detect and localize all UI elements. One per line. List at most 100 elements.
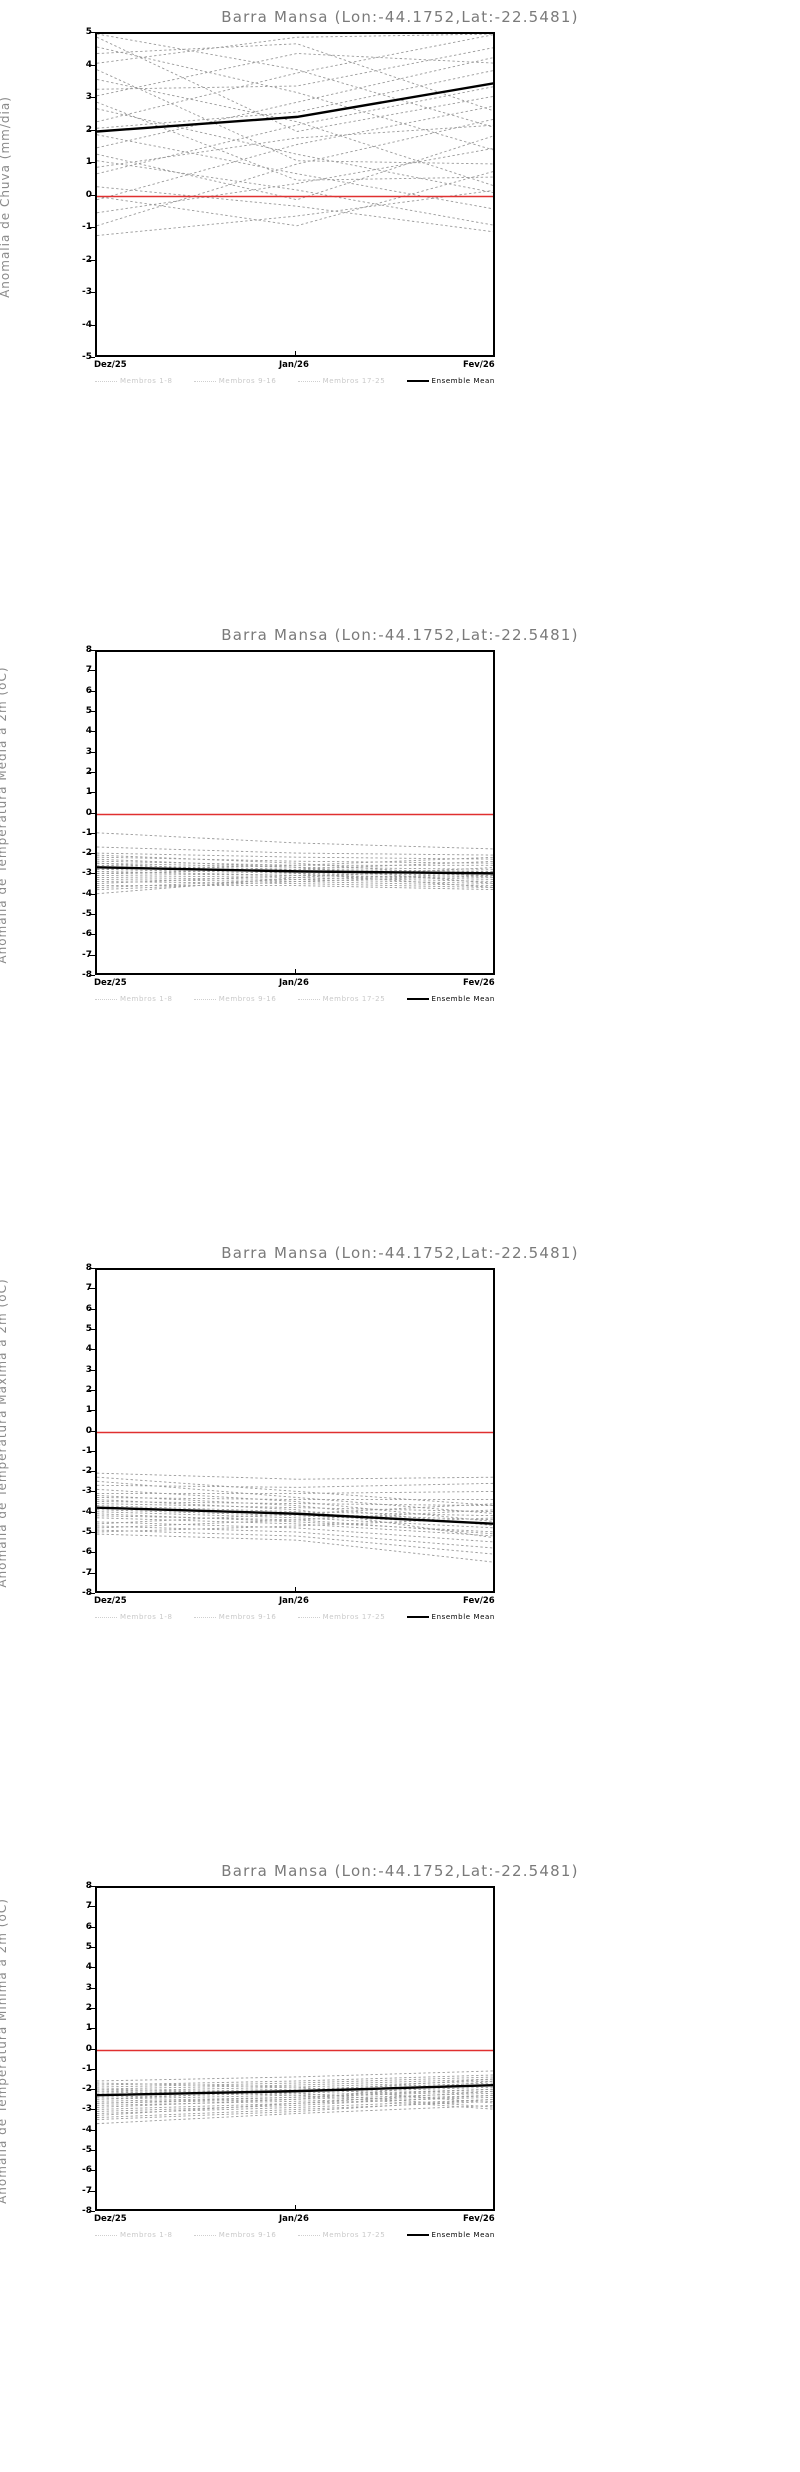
x-tick-mark: [295, 351, 296, 357]
y-tick-label: -4: [82, 888, 92, 899]
y-tick-label: -2: [82, 1466, 92, 1477]
panel-title: Barra Mansa (Lon:-44.1752,Lat:-22.5481): [221, 1862, 579, 1880]
legend-item-membros-9-16[interactable]: Membros 9-16: [193, 1613, 277, 1621]
y-tick-label: 3: [85, 1982, 92, 1993]
member-line: [97, 1476, 493, 1506]
member-line: [97, 1490, 493, 1494]
member-line: [97, 2090, 493, 2102]
legend-item-ensemble-mean[interactable]: Ensemble Mean: [406, 2231, 495, 2239]
y-tick-mark: [89, 97, 95, 98]
y-tick-mark: [89, 1967, 95, 1969]
legend-label: Membros 1-8: [120, 1613, 173, 1621]
y-tick-label: 0: [85, 189, 92, 200]
series-canvas: [97, 34, 493, 236]
chart-panel-1: Barra Mansa (Lon:-44.1752,Lat:-22.5481) A…: [0, 618, 800, 1236]
chart-panel-2: Barra Mansa (Lon:-44.1752,Lat:-22.5481) A…: [0, 1236, 800, 1854]
y-tick-mark: [89, 771, 95, 773]
series-canvas: [97, 1431, 493, 1563]
y-tick-label: 5: [85, 1323, 92, 1334]
legend-item-membros-17-25[interactable]: Membros 17-25: [297, 377, 386, 385]
y-tick-mark: [89, 731, 95, 733]
member-line: [97, 832, 493, 850]
legend-item-membros-1-8[interactable]: Membros 1-8: [95, 995, 173, 1003]
legend-item-membros-1-8[interactable]: Membros 1-8: [95, 1613, 173, 1621]
chart-legend: Membros 1-8 Membros 9-16 Membros 17-25 Ense…: [95, 374, 495, 388]
member-line: [97, 2086, 493, 2098]
y-tick-label: -7: [82, 2185, 92, 2196]
y-tick-mark: [89, 324, 95, 326]
legend-item-membros-1-8[interactable]: Membros 1-8: [95, 377, 173, 385]
y-tick-label: 6: [85, 1303, 92, 1314]
member-line: [97, 2088, 493, 2100]
y-tick-mark: [89, 194, 95, 196]
y-tick-mark: [89, 1369, 95, 1371]
plot-area: [95, 1268, 495, 1593]
legend-label: Membros 9-16: [218, 995, 277, 1003]
dashed-line-swatch: [95, 2234, 117, 2236]
member-line: [97, 1529, 493, 1555]
legend-label: Membros 9-16: [218, 1613, 277, 1621]
member-line: [97, 124, 493, 168]
legend-item-membros-9-16[interactable]: Membros 9-16: [193, 995, 277, 1003]
legend-item-membros-9-16[interactable]: Membros 9-16: [193, 2231, 277, 2239]
y-tick-label: -4: [82, 319, 92, 330]
member-line: [97, 846, 493, 856]
y-tick-label: -5: [82, 1527, 92, 1538]
legend-label: Membros 17-25: [322, 377, 386, 385]
member-line: [97, 1511, 493, 1529]
y-tick-mark: [89, 1593, 95, 1594]
legend-item-membros-9-16[interactable]: Membros 9-16: [193, 377, 277, 385]
y-tick-mark: [89, 2068, 95, 2070]
y-tick-label: -7: [82, 1567, 92, 1578]
y-tick-mark: [89, 2007, 95, 2009]
y-tick-mark: [89, 853, 95, 855]
legend-item-membros-17-25[interactable]: Membros 17-25: [297, 2231, 386, 2239]
x-tick-label: Jan/26: [279, 2214, 309, 2224]
y-tick-label: 0: [85, 2043, 92, 2054]
legend-label: Membros 9-16: [218, 377, 277, 385]
member-line: [97, 852, 493, 860]
member-line: [97, 864, 493, 872]
member-line: [97, 862, 493, 870]
member-line: [97, 874, 493, 882]
y-tick-mark: [89, 1410, 95, 1412]
member-line: [97, 134, 493, 210]
series-canvas: [97, 813, 493, 895]
plot-area: [95, 1886, 495, 2211]
y-tick-label: -3: [82, 287, 92, 297]
ensemble-mean-line: [97, 2083, 493, 2097]
legend-label: Membros 1-8: [120, 377, 173, 385]
y-tick-label: 5: [85, 27, 92, 37]
y-tick-mark: [89, 357, 95, 358]
solid-line-swatch: [406, 1616, 429, 1618]
y-tick-label: 8: [85, 1263, 92, 1273]
y-tick-mark: [89, 2048, 95, 2050]
y-tick-mark: [89, 2089, 95, 2091]
y-tick-mark: [89, 1552, 95, 1554]
legend-item-membros-17-25[interactable]: Membros 17-25: [297, 995, 386, 1003]
legend-item-ensemble-mean[interactable]: Ensemble Mean: [406, 377, 495, 385]
member-line: [97, 171, 493, 227]
member-line: [97, 870, 493, 878]
dashed-line-swatch: [193, 2234, 216, 2236]
legend-item-membros-17-25[interactable]: Membros 17-25: [297, 1613, 386, 1621]
member-line: [97, 2082, 493, 2094]
member-line: [97, 2092, 493, 2104]
member-line: [97, 34, 493, 64]
y-tick-mark: [89, 670, 95, 672]
legend-item-ensemble-mean[interactable]: Ensemble Mean: [406, 1613, 495, 1621]
member-line: [97, 43, 493, 112]
y-tick-mark: [89, 129, 95, 131]
y-tick-label: -1: [82, 1445, 92, 1456]
y-tick-label: -8: [82, 970, 92, 980]
y-tick-mark: [89, 1886, 95, 1887]
y-tick-mark: [89, 690, 95, 692]
y-tick-mark: [89, 914, 95, 916]
member-line: [97, 2076, 493, 2088]
chart-legend: Membros 1-8 Membros 9-16 Membros 17-25 Ense…: [95, 992, 495, 1006]
ensemble-mean-line: [97, 82, 493, 133]
x-tick-mark: [295, 969, 296, 975]
y-tick-label: 2: [85, 1384, 92, 1395]
legend-item-membros-1-8[interactable]: Membros 1-8: [95, 2231, 173, 2239]
legend-item-ensemble-mean[interactable]: Ensemble Mean: [406, 995, 495, 1003]
